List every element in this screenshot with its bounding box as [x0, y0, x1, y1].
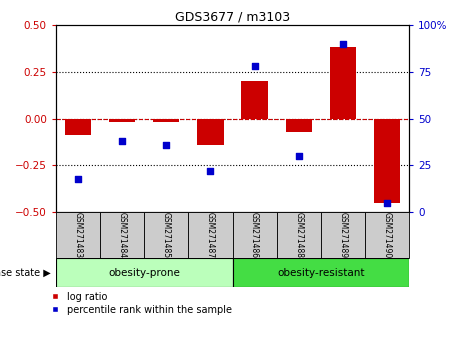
- Bar: [188, 212, 232, 258]
- Text: GSM271490: GSM271490: [383, 212, 392, 258]
- Legend: log ratio, percentile rank within the sample: log ratio, percentile rank within the sa…: [51, 292, 232, 314]
- Text: GSM271487: GSM271487: [206, 212, 215, 258]
- Text: obesity-prone: obesity-prone: [108, 268, 180, 278]
- Point: [118, 138, 126, 144]
- Bar: [197, 119, 224, 145]
- Text: GSM271485: GSM271485: [162, 212, 171, 258]
- Text: GSM271484: GSM271484: [118, 212, 126, 258]
- Bar: [56, 212, 100, 258]
- Text: GSM271486: GSM271486: [250, 212, 259, 258]
- Bar: [56, 258, 232, 287]
- Text: GSM271488: GSM271488: [294, 212, 303, 258]
- Bar: [65, 119, 91, 136]
- Point: [251, 63, 258, 69]
- Bar: [277, 212, 321, 258]
- Bar: [365, 212, 409, 258]
- Bar: [286, 119, 312, 132]
- Text: obesity-resistant: obesity-resistant: [277, 268, 365, 278]
- Bar: [232, 212, 277, 258]
- Bar: [374, 119, 400, 203]
- Bar: [321, 212, 365, 258]
- Bar: [330, 47, 356, 119]
- Point: [339, 41, 346, 46]
- Text: disease state ▶: disease state ▶: [0, 268, 51, 278]
- Point: [206, 168, 214, 174]
- Bar: [100, 212, 144, 258]
- Text: GSM271489: GSM271489: [339, 212, 347, 258]
- Point: [162, 142, 170, 148]
- Bar: [241, 81, 268, 119]
- Title: GDS3677 / m3103: GDS3677 / m3103: [175, 11, 290, 24]
- Point: [383, 200, 391, 206]
- Bar: [153, 119, 179, 122]
- Bar: [144, 212, 188, 258]
- Bar: [232, 258, 409, 287]
- Bar: [109, 119, 135, 122]
- Text: GSM271483: GSM271483: [73, 212, 82, 258]
- Point: [295, 153, 302, 159]
- Point: [74, 176, 81, 182]
